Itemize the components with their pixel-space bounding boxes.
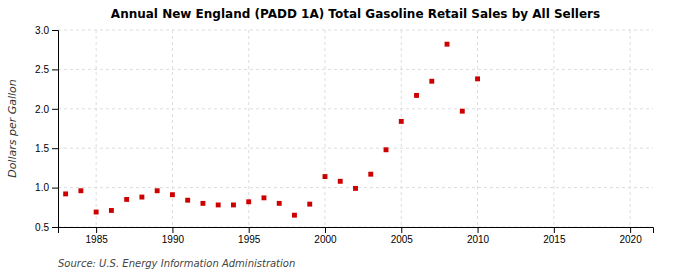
point <box>353 186 358 191</box>
x-tick: 2005 <box>391 227 414 245</box>
point <box>109 208 114 213</box>
points <box>63 42 480 218</box>
y-tick-label: 2.5 <box>35 64 49 75</box>
point <box>368 172 373 177</box>
y-tick-mark <box>52 30 58 31</box>
y-tick: 2.5 <box>35 64 58 75</box>
y-grid-line <box>58 69 653 70</box>
point <box>155 188 160 193</box>
point <box>78 188 83 193</box>
y-tick: 3.0 <box>35 25 58 36</box>
source-note: Source: U.S. Energy Information Administ… <box>58 258 295 269</box>
y-axis-line <box>52 31 59 228</box>
x-tick-label: 2020 <box>619 234 642 245</box>
y-axis-label: Dollars per Gallon <box>6 79 19 178</box>
x-grid-line <box>401 30 402 227</box>
x-grid-line <box>477 30 478 227</box>
point <box>384 147 389 152</box>
x-tick-mark <box>325 227 326 233</box>
y-tick-label: 1.5 <box>35 143 49 154</box>
x-grid-line <box>553 30 554 227</box>
x-grid-line <box>172 30 173 227</box>
point <box>307 202 312 207</box>
y-tick-label: 1.0 <box>35 182 49 193</box>
x-tick-mark <box>172 227 173 233</box>
x-tick-label: 1985 <box>86 234 109 245</box>
x-tick: 2020 <box>619 227 642 245</box>
x-tick-mark <box>630 227 631 233</box>
point <box>170 192 175 197</box>
y-tick: 1.0 <box>35 182 58 193</box>
x-grid-line <box>96 30 97 227</box>
y-grid-line <box>58 108 653 109</box>
x-tick: 2000 <box>314 227 337 245</box>
x-axis: 1985 1990 1995 2000 2005 2010 2015 2020 <box>59 227 654 245</box>
x-tick-mark <box>554 227 555 233</box>
point <box>475 76 480 81</box>
point <box>63 191 68 196</box>
point <box>292 213 297 218</box>
x-tick-mark <box>401 227 402 233</box>
x-tick-mark <box>249 227 250 233</box>
x-tick: 1995 <box>238 227 261 245</box>
point <box>399 119 404 124</box>
point <box>429 79 434 84</box>
y-tick-mark <box>52 227 58 228</box>
point <box>445 42 450 47</box>
x-tick: 2010 <box>467 227 490 245</box>
point <box>246 199 251 204</box>
point <box>216 202 221 207</box>
y-tick-mark <box>52 109 58 110</box>
point <box>323 174 328 179</box>
x-tick-label: 2000 <box>314 234 337 245</box>
x-tick: 2015 <box>543 227 566 245</box>
point <box>94 210 99 215</box>
x-tick-mark <box>96 227 97 233</box>
x-tick: 1985 <box>86 227 109 245</box>
y-axis: 0.5 1.0 1.5 2.0 2.5 3.0 <box>35 25 58 233</box>
point <box>262 195 267 200</box>
point <box>124 197 129 202</box>
chart-container: 1985 1990 1995 2000 2005 2010 2015 2020 0.5 1.0 1.… <box>0 0 675 275</box>
y-tick-mark <box>52 69 58 70</box>
point <box>338 179 343 184</box>
point <box>231 202 236 207</box>
x-tick-mark <box>478 227 479 233</box>
grid <box>58 30 653 227</box>
y-tick-label: 3.0 <box>35 25 49 36</box>
y-grid-line <box>58 30 653 31</box>
x-tick-label: 1995 <box>238 234 261 245</box>
x-grid-line <box>630 30 631 227</box>
y-tick: 0.5 <box>35 222 58 233</box>
y-tick-mark <box>52 188 58 189</box>
x-grid-line <box>248 30 249 227</box>
x-tick-label: 2010 <box>467 234 490 245</box>
y-tick-label: 0.5 <box>35 222 49 233</box>
x-tick-label: 2005 <box>391 234 414 245</box>
point <box>185 198 190 203</box>
x-tick-label: 2015 <box>543 234 566 245</box>
title: Annual New England (PADD 1A) Total Gasol… <box>111 7 600 21</box>
y-tick-mark <box>52 148 58 149</box>
point <box>460 109 465 114</box>
plot-area: 1985 1990 1995 2000 2005 2010 2015 2020 0.5 1.0 1.… <box>35 25 653 245</box>
point <box>200 201 205 206</box>
chart-svg: 1985 1990 1995 2000 2005 2010 2015 2020 0.5 1.0 1.… <box>0 0 675 275</box>
point <box>414 93 419 98</box>
x-axis-line <box>59 228 654 234</box>
x-tick-label: 1990 <box>162 234 185 245</box>
y-grid-line <box>58 148 653 149</box>
x-tick: 1990 <box>162 227 185 245</box>
y-tick: 2.0 <box>35 104 58 115</box>
x-grid-line <box>324 30 325 227</box>
y-tick-label: 2.0 <box>35 104 49 115</box>
point <box>139 195 144 200</box>
y-tick: 1.5 <box>35 143 58 154</box>
point <box>277 201 282 206</box>
